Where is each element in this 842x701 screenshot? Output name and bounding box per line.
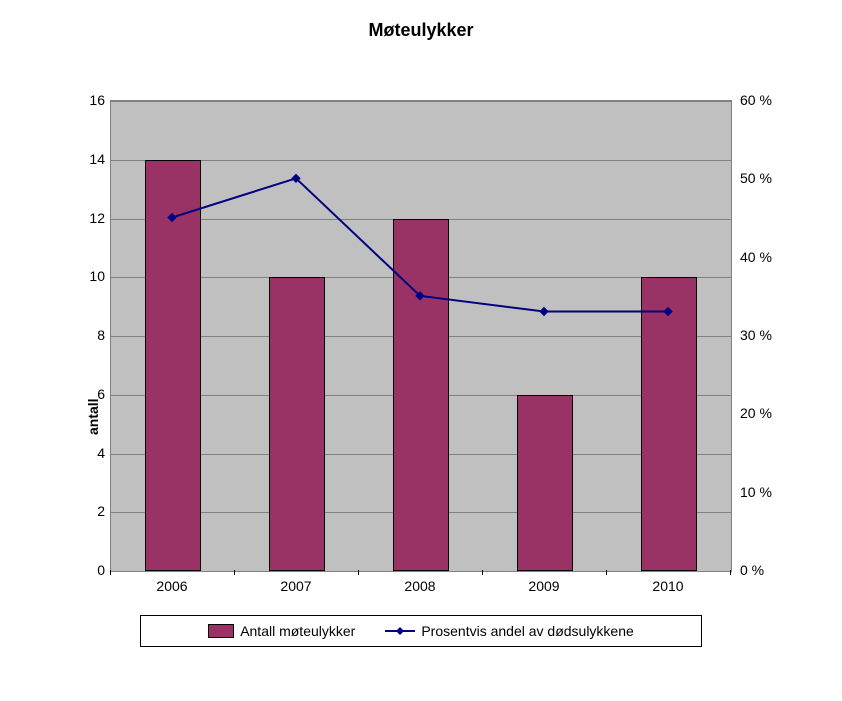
y-left-axis-title: antall	[85, 398, 101, 435]
gridline	[111, 101, 731, 102]
x-tick	[730, 570, 731, 575]
x-tick	[358, 570, 359, 575]
x-tick-label: 2008	[404, 578, 435, 594]
legend-bar-swatch	[208, 624, 234, 638]
y-left-tick-label: 12	[75, 210, 105, 226]
x-tick	[110, 570, 111, 575]
bar	[641, 277, 697, 571]
plot-area	[110, 100, 732, 572]
x-tick	[606, 570, 607, 575]
legend-line-label: Prosentvis andel av dødsulykkene	[421, 623, 633, 639]
chart-title: Møteulykker	[0, 0, 842, 51]
y-left-tick-label: 6	[75, 386, 105, 402]
bar	[269, 277, 325, 571]
y-left-tick-label: 8	[75, 327, 105, 343]
y-left-tick-label: 10	[75, 268, 105, 284]
x-tick-label: 2009	[528, 578, 559, 594]
y-right-tick-label: 50 %	[740, 170, 790, 186]
plot-wrapper: antall 02468101214160 %10 %20 %30 %40 %5…	[70, 100, 770, 570]
x-tick-label: 2006	[156, 578, 187, 594]
bar	[517, 395, 573, 571]
y-right-tick-label: 40 %	[740, 249, 790, 265]
legend-item-line: Prosentvis andel av dødsulykkene	[385, 623, 633, 639]
legend: Antall møteulykker Prosentvis andel av d…	[140, 615, 702, 647]
y-right-tick-label: 10 %	[740, 484, 790, 500]
x-tick	[234, 570, 235, 575]
y-right-tick-label: 20 %	[740, 405, 790, 421]
legend-item-bar: Antall møteulykker	[208, 623, 355, 639]
chart-container: Møteulykker antall 0 2 4 6 8 10 12 14 16 0 % 10 % 2…	[0, 0, 842, 701]
bar	[145, 160, 201, 571]
y-right-tick-label: 60 %	[740, 92, 790, 108]
legend-bar-label: Antall møteulykker	[240, 623, 355, 639]
y-left-tick-label: 14	[75, 151, 105, 167]
y-left-tick-label: 2	[75, 503, 105, 519]
x-tick-label: 2007	[280, 578, 311, 594]
y-left-tick-label: 16	[75, 92, 105, 108]
x-tick-label: 2010	[652, 578, 683, 594]
y-right-tick-label: 0 %	[740, 562, 790, 578]
y-left-tick-label: 4	[75, 445, 105, 461]
gridline	[111, 160, 731, 161]
y-left-tick-label: 0	[75, 562, 105, 578]
legend-line-swatch	[385, 624, 415, 638]
y-right-tick-label: 30 %	[740, 327, 790, 343]
bar	[393, 219, 449, 572]
x-tick	[482, 570, 483, 575]
